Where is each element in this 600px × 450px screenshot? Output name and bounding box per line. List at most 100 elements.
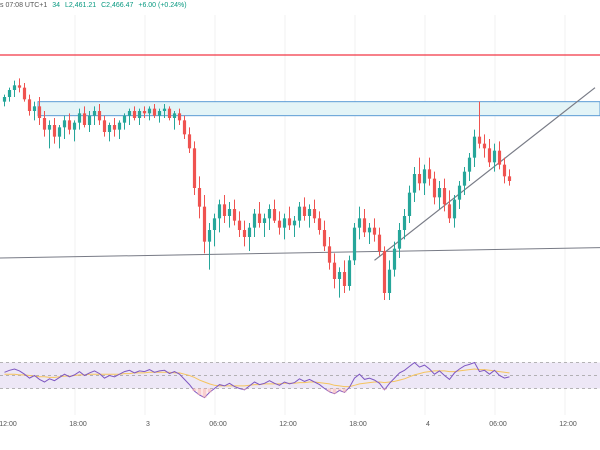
candle-body [377,234,382,251]
candle-body [482,143,487,149]
candle-body [447,204,452,219]
candle-body [502,164,507,177]
candle-body [12,85,17,90]
x-axis-label: 4 [426,421,430,428]
candle-body [97,111,102,121]
header-value: 34 [52,2,61,9]
candle-body [57,127,62,137]
header-low: L2,461.21 [64,2,97,9]
candle-body [267,209,272,219]
ascending-trendline [374,87,596,261]
candle-body [147,108,152,114]
x-axis-label: 3 [146,421,150,428]
x-axis-label: 18:00 [69,421,87,428]
candle-body [507,176,512,181]
x-axis-label: 12:00 [0,421,17,428]
candle-body [332,262,337,279]
candle-body [287,218,292,226]
candle-body [307,209,312,216]
candle-body [407,192,412,216]
candle-body [27,99,32,111]
candle-body [392,248,397,270]
candle-body [327,246,332,263]
candle-body [427,169,432,179]
candle-body [242,230,247,237]
candle-body [42,118,47,130]
candle-body [322,230,327,247]
candle-body [107,125,112,132]
candle-body [362,218,367,233]
candle-body [77,113,82,123]
candle-body [137,111,142,118]
candle-body [347,260,352,286]
candle-body [102,120,107,132]
candle-body [237,220,242,230]
candle-body [472,136,477,158]
rsi-line [4,361,510,399]
candle-body [277,220,282,228]
candle-body [212,218,217,230]
price-header: s 07:08 UTC+1 34 L2,461.21 C2,466.47 +6.… [0,2,190,9]
candle-body [37,106,42,118]
time-info: s 07:08 UTC+1 [0,2,48,9]
candle-body [177,113,182,121]
candle-body [52,125,57,137]
x-axis-label: 06:00 [209,421,227,428]
candle-body [372,227,377,235]
rsi-ma-line [4,368,510,388]
candle-body [317,218,322,230]
support-line [0,247,600,259]
candle-body [112,125,117,130]
candle-body [412,174,417,193]
candle-body [132,111,137,118]
x-axis-label: 12:00 [279,421,297,428]
candle-body [367,227,372,233]
candle-body [202,206,207,242]
candle-body [62,120,67,128]
candle-body [387,269,392,293]
candle-body [452,199,457,219]
candle-body [292,220,297,226]
candle-body [402,216,407,230]
candle-body [172,113,177,118]
candle-body [67,120,72,130]
candle-body [222,204,227,216]
candle-body [272,209,277,221]
candle-body [497,150,502,165]
candle-body [422,169,427,184]
candle-body [82,113,87,125]
header-change: +6.00 (+0.24%) [138,2,187,9]
x-axis-label: 06:00 [489,421,507,428]
candle-body [492,150,497,163]
candle-body [352,227,357,261]
candle-body [432,178,437,198]
candle-body [152,108,157,116]
candle-body [187,134,192,149]
candle-body [442,188,447,205]
candle-body [297,206,302,221]
candle-body [7,90,12,97]
candle-body [467,157,472,172]
candle-body [227,209,232,216]
candle-body [22,87,27,100]
candle-body [232,209,237,221]
candle-body [462,171,467,186]
candle-body [17,85,22,88]
x-axis-label: 12:00 [559,421,577,428]
candle-body [92,111,97,116]
candle-body [477,136,482,144]
candle-body [117,122,122,130]
candle-body [382,251,387,293]
candle-body [197,188,202,207]
candle-body [437,188,442,198]
candle-body [312,209,317,219]
candle-body [157,111,162,116]
candle-body [127,111,132,116]
supply-zone [37,101,600,117]
candle-body [182,120,187,135]
candle-body [342,272,347,286]
candle-body [142,111,147,114]
candle-body [32,106,37,111]
candle-body [457,185,462,200]
